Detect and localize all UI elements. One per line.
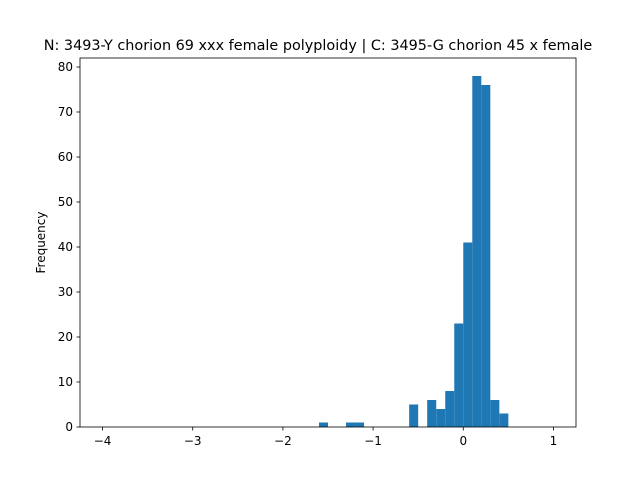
histogram-bar — [472, 76, 482, 427]
histogram-bar — [490, 400, 500, 427]
y-tick-label: 10 — [58, 375, 73, 389]
x-tick-label: 0 — [459, 434, 467, 448]
y-tick-label: 60 — [58, 150, 73, 164]
histogram-bar — [445, 391, 455, 427]
histogram-bar — [427, 400, 437, 427]
x-tick-label: −4 — [94, 434, 112, 448]
y-tick-label: 20 — [58, 330, 73, 344]
y-axis: 0 10 20 30 40 50 60 70 80 — [58, 60, 80, 434]
histogram-bar — [355, 422, 365, 427]
y-tick-label: 50 — [58, 195, 73, 209]
histogram-bar — [318, 422, 328, 427]
y-tick-label: 80 — [58, 60, 73, 74]
y-tick-label: 30 — [58, 285, 73, 299]
x-tick-label: 1 — [550, 434, 558, 448]
histogram-bar — [409, 404, 419, 427]
histogram-bar — [481, 85, 491, 427]
y-tick-label: 70 — [58, 105, 73, 119]
histogram-bar — [346, 422, 356, 427]
y-axis-label: Frequency — [34, 212, 48, 274]
histogram-bar — [454, 323, 464, 427]
bars-group — [318, 76, 509, 427]
y-tick-label: 0 — [65, 420, 73, 434]
x-tick-label: −1 — [364, 434, 382, 448]
histogram-bar — [499, 413, 509, 427]
chart-title: N: 3493-Y chorion 69 xxx female polyploi… — [44, 38, 593, 54]
x-axis: −4 −3 −2 −1 0 1 — [94, 427, 558, 448]
x-tick-label: −2 — [274, 434, 292, 448]
histogram-bar — [463, 242, 473, 427]
x-tick-label: −3 — [184, 434, 202, 448]
y-tick-label: 40 — [58, 240, 73, 254]
plot-frame — [79, 57, 577, 428]
histogram-bar — [436, 409, 446, 427]
